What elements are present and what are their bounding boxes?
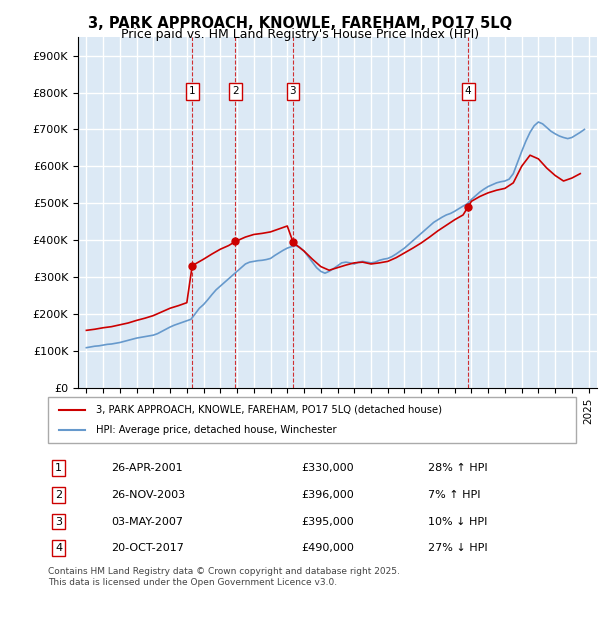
Text: 26-NOV-2003: 26-NOV-2003 [112,490,185,500]
Text: Price paid vs. HM Land Registry's House Price Index (HPI): Price paid vs. HM Land Registry's House … [121,28,479,41]
Text: 1: 1 [189,87,196,97]
Text: 2: 2 [55,490,62,500]
Text: Contains HM Land Registry data © Crown copyright and database right 2025.
This d: Contains HM Land Registry data © Crown c… [48,567,400,587]
Text: 3, PARK APPROACH, KNOWLE, FAREHAM, PO17 5LQ: 3, PARK APPROACH, KNOWLE, FAREHAM, PO17 … [88,16,512,30]
Text: 3: 3 [55,516,62,526]
Text: 2: 2 [232,87,239,97]
Text: 4: 4 [465,87,472,97]
Text: 4: 4 [55,543,62,553]
Text: 3, PARK APPROACH, KNOWLE, FAREHAM, PO17 5LQ (detached house): 3, PARK APPROACH, KNOWLE, FAREHAM, PO17 … [95,405,442,415]
Text: £396,000: £396,000 [301,490,354,500]
Text: HPI: Average price, detached house, Winchester: HPI: Average price, detached house, Winc… [95,425,336,435]
Text: 1: 1 [55,463,62,473]
Text: £395,000: £395,000 [301,516,354,526]
Text: 03-MAY-2007: 03-MAY-2007 [112,516,184,526]
Text: 26-APR-2001: 26-APR-2001 [112,463,183,473]
Text: 27% ↓ HPI: 27% ↓ HPI [428,543,488,553]
Text: 3: 3 [290,87,296,97]
Text: 20-OCT-2017: 20-OCT-2017 [112,543,184,553]
Text: £490,000: £490,000 [301,543,355,553]
Text: 28% ↑ HPI: 28% ↑ HPI [428,463,488,473]
Text: 7% ↑ HPI: 7% ↑ HPI [428,490,481,500]
Text: 10% ↓ HPI: 10% ↓ HPI [428,516,488,526]
Text: £330,000: £330,000 [301,463,354,473]
FancyBboxPatch shape [48,397,576,443]
